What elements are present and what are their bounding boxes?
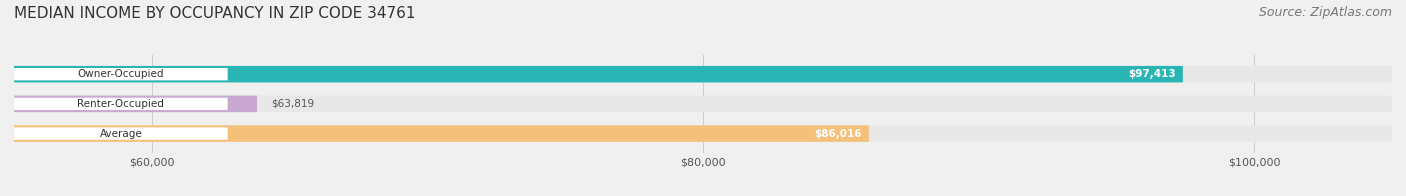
Text: $86,016: $86,016 <box>814 129 862 139</box>
Text: $97,413: $97,413 <box>1129 69 1175 79</box>
FancyBboxPatch shape <box>14 125 869 142</box>
Text: Owner-Occupied: Owner-Occupied <box>77 69 165 79</box>
FancyBboxPatch shape <box>14 127 228 140</box>
FancyBboxPatch shape <box>14 98 228 110</box>
FancyBboxPatch shape <box>14 125 1392 142</box>
Text: Average: Average <box>100 129 142 139</box>
Text: Source: ZipAtlas.com: Source: ZipAtlas.com <box>1258 6 1392 19</box>
FancyBboxPatch shape <box>14 96 1392 112</box>
Text: Renter-Occupied: Renter-Occupied <box>77 99 165 109</box>
FancyBboxPatch shape <box>14 66 1392 83</box>
FancyBboxPatch shape <box>14 96 257 112</box>
FancyBboxPatch shape <box>14 66 1182 83</box>
Text: $63,819: $63,819 <box>271 99 314 109</box>
Text: MEDIAN INCOME BY OCCUPANCY IN ZIP CODE 34761: MEDIAN INCOME BY OCCUPANCY IN ZIP CODE 3… <box>14 6 416 21</box>
FancyBboxPatch shape <box>14 68 228 80</box>
